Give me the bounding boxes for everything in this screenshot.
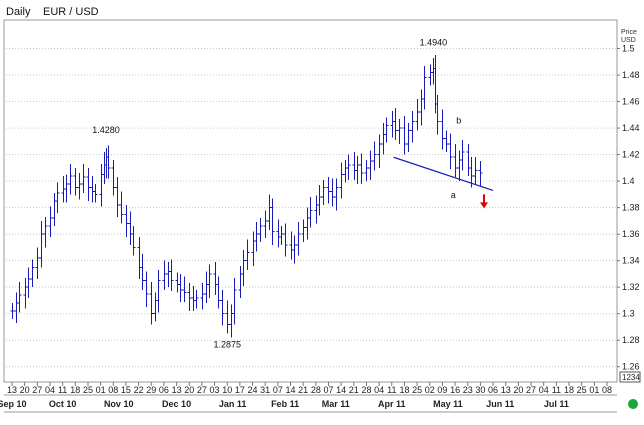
price-tick-label: 1.26 [622,362,640,372]
date-tick-label: 07 [273,385,283,395]
price-unit-label: Price [621,29,637,36]
price-tick-label: 1.32 [622,282,640,292]
date-tick-label: 29 [146,385,156,395]
ohlc-bars [10,55,483,338]
date-tick-label: 04 [45,385,55,395]
date-tick-label: 21 [349,385,359,395]
currency-unit-label: USD [621,37,636,44]
date-tick-label: 03 [210,385,220,395]
date-tick-label: 14 [286,385,296,395]
month-label: Jan 11 [219,399,247,409]
date-tick-label: 27 [526,385,536,395]
support-trendline [393,156,494,191]
date-tick-label: 23 [463,385,473,395]
date-tick-label: 16 [450,385,460,395]
date-tick-label: 10 [222,385,232,395]
price-annotation: 1.4280 [92,125,120,135]
price-tick-label: 1.48 [622,70,640,80]
date-tick-label: 18 [399,385,409,395]
date-tick-label: 13 [172,385,182,395]
date-tick-label: 02 [425,385,435,395]
month-label: Jun 11 [486,399,514,409]
price-tick-label: 1.36 [622,229,640,239]
date-tick-label: 27 [197,385,207,395]
price-annotation: a [451,190,456,200]
date-tick-label: 31 [260,385,270,395]
month-label: Sep 10 [0,399,27,409]
month-label: Apr 11 [378,399,406,409]
month-label: Jul 11 [544,399,569,409]
date-tick-label: 27 [32,385,42,395]
date-tick-label: 25 [83,385,93,395]
date-tick-label: 18 [70,385,80,395]
date-tick-label: 01 [96,385,106,395]
date-tick-label: 15 [121,385,131,395]
status-indicator-icon[interactable] [628,399,638,409]
price-tick-label: 1.5 [622,44,635,54]
date-tick-label: 28 [361,385,371,395]
date-tick-label: 28 [311,385,321,395]
date-tick-label: 21 [298,385,308,395]
date-tick-label: 25 [412,385,422,395]
date-tick-label: 06 [159,385,169,395]
month-label: Feb 11 [271,399,299,409]
date-axis-ticks: 13 20 27 04 11 18 25 01 08 15 22 29 06 13 20 27 03 10 17 24… [7,382,612,395]
price-tick-label: 1.44 [622,123,640,133]
date-tick-label: 07 [323,385,333,395]
date-tick-label: 11 [552,385,561,395]
price-tick-label: 1.28 [622,335,640,345]
price-tick-label: 1.42 [622,150,640,160]
date-tick-label: 20 [20,385,30,395]
chart-annotations: 1.4280 1.2875 1.4940 a b [92,37,494,349]
date-tick-label: 14 [336,385,346,395]
date-tick-label: 20 [184,385,194,395]
price-axis-ticks: 1.26 1.28 1.3 1.32 1.34 1.36 1.38 1.4 1.42 1.44 1.… [617,44,640,372]
month-label: Nov 10 [104,399,134,409]
symbol-label: EUR / USD [43,6,99,18]
date-tick-label: 24 [248,385,258,395]
price-tick-label: 1.3 [622,309,635,319]
price-annotation: 1.2875 [213,339,241,349]
month-axis-labels: Sep 10 Oct 10 Nov 10 Dec 10 Jan 11 Feb 11 Mar … [0,399,569,409]
price-tick-label: 1.4 [622,176,635,186]
last-value-label: 1234 [622,373,640,382]
month-label: Mar 11 [322,399,350,409]
month-label: Oct 10 [49,399,77,409]
date-tick-label: 20 [513,385,523,395]
date-tick-label: 30 [475,385,485,395]
price-annotation: 1.4940 [420,37,448,47]
date-tick-label: 11 [58,385,67,395]
last-value-box [619,371,641,383]
date-tick-label: 13 [501,385,511,395]
date-tick-label: 08 [602,385,612,395]
date-tick-label: 18 [564,385,574,395]
period-label: Daily [6,6,31,18]
date-tick-label: 17 [235,385,245,395]
date-tick-label: 09 [437,385,447,395]
date-tick-label: 22 [134,385,144,395]
date-tick-label: 13 [7,385,17,395]
date-tick-label: 11 [387,385,396,395]
date-tick-label: 25 [577,385,587,395]
price-tick-label: 1.38 [622,203,640,213]
grid-lines [6,48,617,368]
price-tick-label: 1.46 [622,97,640,107]
date-tick-label: 01 [589,385,599,395]
date-tick-label: 08 [108,385,118,395]
month-label: Dec 10 [162,399,191,409]
date-tick-label: 04 [374,385,384,395]
price-tick-label: 1.34 [622,256,640,266]
date-tick-label: 04 [539,385,549,395]
down-arrow-icon [480,202,489,209]
month-label: May 11 [433,399,463,409]
price-annotation: b [456,116,461,126]
date-tick-label: 06 [488,385,498,395]
